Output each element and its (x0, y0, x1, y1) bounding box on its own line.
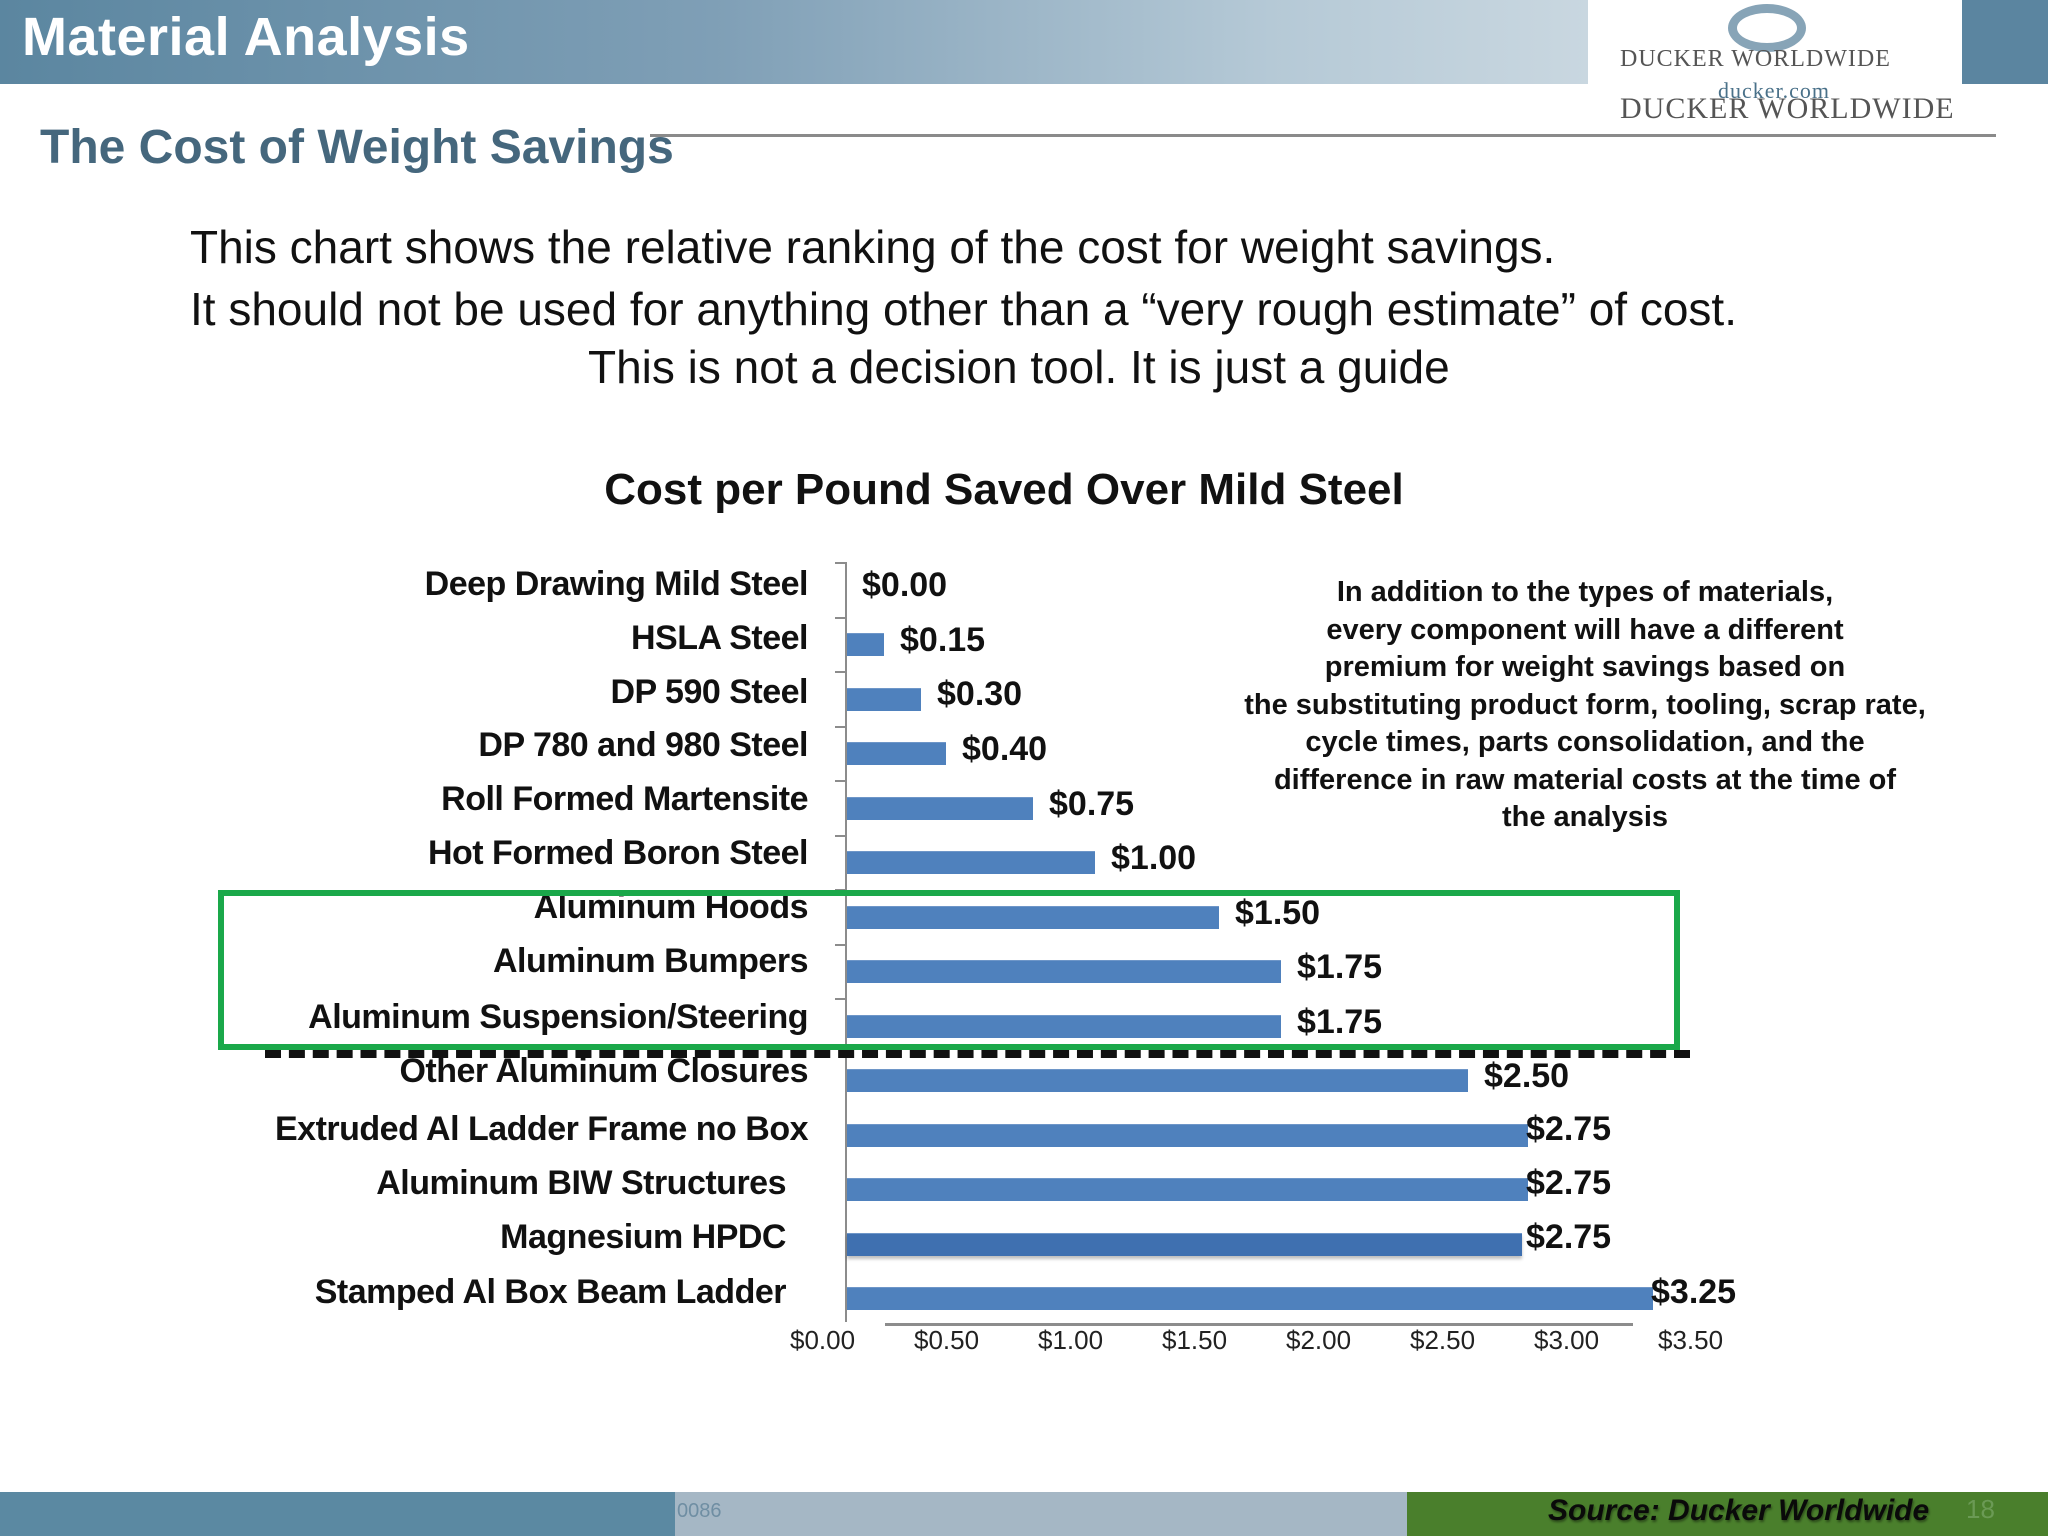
intro-line-1: This chart shows the relative ranking of… (190, 221, 1556, 273)
chart-note: In addition to the types of materials, e… (1215, 574, 1955, 837)
category-label: Stamped Al Box Beam Ladder (314, 1273, 787, 1311)
x-axis (885, 1323, 1633, 1326)
note-line: every component will have a different (1326, 613, 1844, 646)
category-label: DP 590 Steel (610, 673, 808, 711)
bar-magnesium-hpdc (847, 1233, 1522, 1256)
category-label: Aluminum Suspension/Steering (308, 998, 808, 1036)
page-title: Material Analysis (22, 7, 470, 67)
source-citation: Source: Ducker Worldwide (1548, 1494, 1930, 1527)
bar-dp780-980-steel (847, 742, 946, 765)
bar-other-aluminum-closures (847, 1069, 1468, 1092)
y-axis (845, 562, 847, 1322)
value-label: $0.30 (937, 675, 1023, 713)
intro-line-2: It should not be used for anything other… (190, 283, 1737, 335)
category-label: Aluminum BIW Structures (376, 1164, 786, 1202)
dashed-separator-line (265, 1050, 1690, 1058)
bar-roll-formed-martensite (847, 797, 1033, 820)
logo-text-top: DUCKER WORLDWIDE (1620, 46, 1891, 72)
x-tick-label: $0.50 (914, 1325, 980, 1355)
footer-band-left (0, 1492, 675, 1536)
footer-band-right (1407, 1492, 2048, 1536)
value-label: $0.75 (1049, 785, 1135, 823)
y-tick (835, 562, 845, 564)
y-tick (835, 780, 845, 782)
bar-extruded-al-ladder-frame (847, 1124, 1528, 1147)
bar-aluminum-suspension-steering (847, 1015, 1281, 1038)
category-label: Hot Formed Boron Steel (427, 834, 809, 872)
header-accent-block (1962, 0, 2048, 84)
value-label: $2.75 (1526, 1164, 1612, 1202)
ducker-logo: DUCKER WORLDWIDE ducker.com DUCKER WORLD… (1588, 0, 1962, 130)
bar-aluminum-hoods (847, 906, 1219, 929)
x-tick-label: $3.00 (1534, 1325, 1600, 1355)
logo-ring-icon (1728, 4, 1806, 52)
note-line: difference in raw material costs at the … (1273, 763, 1897, 796)
x-tick-label: $2.00 (1286, 1325, 1352, 1355)
bar-aluminum-bumpers (847, 960, 1281, 983)
bar-dp590-steel (847, 688, 921, 711)
bar-hsla-steel (847, 633, 884, 656)
value-label: $1.75 (1297, 1003, 1383, 1041)
value-label: $3.25 (1651, 1273, 1737, 1311)
category-label: DP 780 and 980 Steel (478, 726, 808, 764)
category-label: Magnesium HPDC (500, 1218, 786, 1256)
note-line: premium for weight savings based on (1324, 651, 1846, 683)
footer-code: 0086 (677, 1500, 722, 1522)
value-label: $0.40 (962, 730, 1048, 768)
bar-aluminum-biw-structures (847, 1178, 1528, 1201)
note-line: cycle times, parts consolidation, and th… (1305, 726, 1865, 758)
value-label: $2.75 (1526, 1110, 1612, 1148)
value-label: $0.15 (900, 621, 986, 659)
value-label: $1.75 (1297, 948, 1383, 986)
x-tick-label: $0.00 (790, 1325, 856, 1355)
intro-line-3: This is not a decision tool. It is just … (588, 341, 1450, 393)
y-tick (835, 998, 845, 1000)
chart-title: Cost per Pound Saved Over Mild Steel (604, 465, 1404, 514)
note-line: the substituting product form, tooling, … (1244, 688, 1926, 721)
x-tick-label: $2.50 (1410, 1325, 1476, 1355)
note-line: the analysis (1501, 801, 1669, 833)
value-label: $0.00 (862, 566, 948, 604)
bar-hot-formed-boron-steel (847, 851, 1095, 874)
category-label: Roll Formed Martensite (441, 780, 808, 818)
aluminum-highlight-box (218, 890, 1680, 1050)
logo-url: ducker.com (1718, 78, 1831, 103)
note-line: In addition to the types of materials, (1336, 576, 1834, 608)
footer-band-middle (675, 1492, 1407, 1536)
y-tick (835, 726, 845, 728)
y-tick (835, 835, 845, 837)
category-label: Deep Drawing Mild Steel (424, 565, 809, 603)
slide-subtitle: The Cost of Weight Savings (40, 121, 674, 174)
category-label: Extruded Al Ladder Frame no Box (275, 1110, 809, 1148)
page-number: 18 (1966, 1494, 1995, 1524)
bar-stamped-al-box-beam-ladder (847, 1287, 1653, 1310)
y-tick (835, 671, 845, 673)
y-tick (835, 617, 845, 619)
category-label: HSLA Steel (630, 619, 809, 657)
category-label: Other Aluminum Closures (399, 1052, 808, 1090)
x-tick-label: $1.50 (1162, 1325, 1228, 1355)
x-tick-label: $1.00 (1038, 1325, 1104, 1355)
subtitle-divider (650, 134, 1996, 137)
logo-text-bottom: DUCKER WORLDWIDE (1620, 92, 1955, 125)
y-tick (835, 944, 845, 946)
value-label: $1.50 (1235, 894, 1321, 932)
value-label: $2.75 (1526, 1218, 1612, 1256)
value-label: $1.00 (1111, 839, 1197, 877)
x-tick-label: $3.50 (1658, 1325, 1724, 1355)
value-label: $2.50 (1484, 1057, 1570, 1095)
category-label: Aluminum Bumpers (492, 942, 809, 980)
header-band (0, 0, 1588, 84)
